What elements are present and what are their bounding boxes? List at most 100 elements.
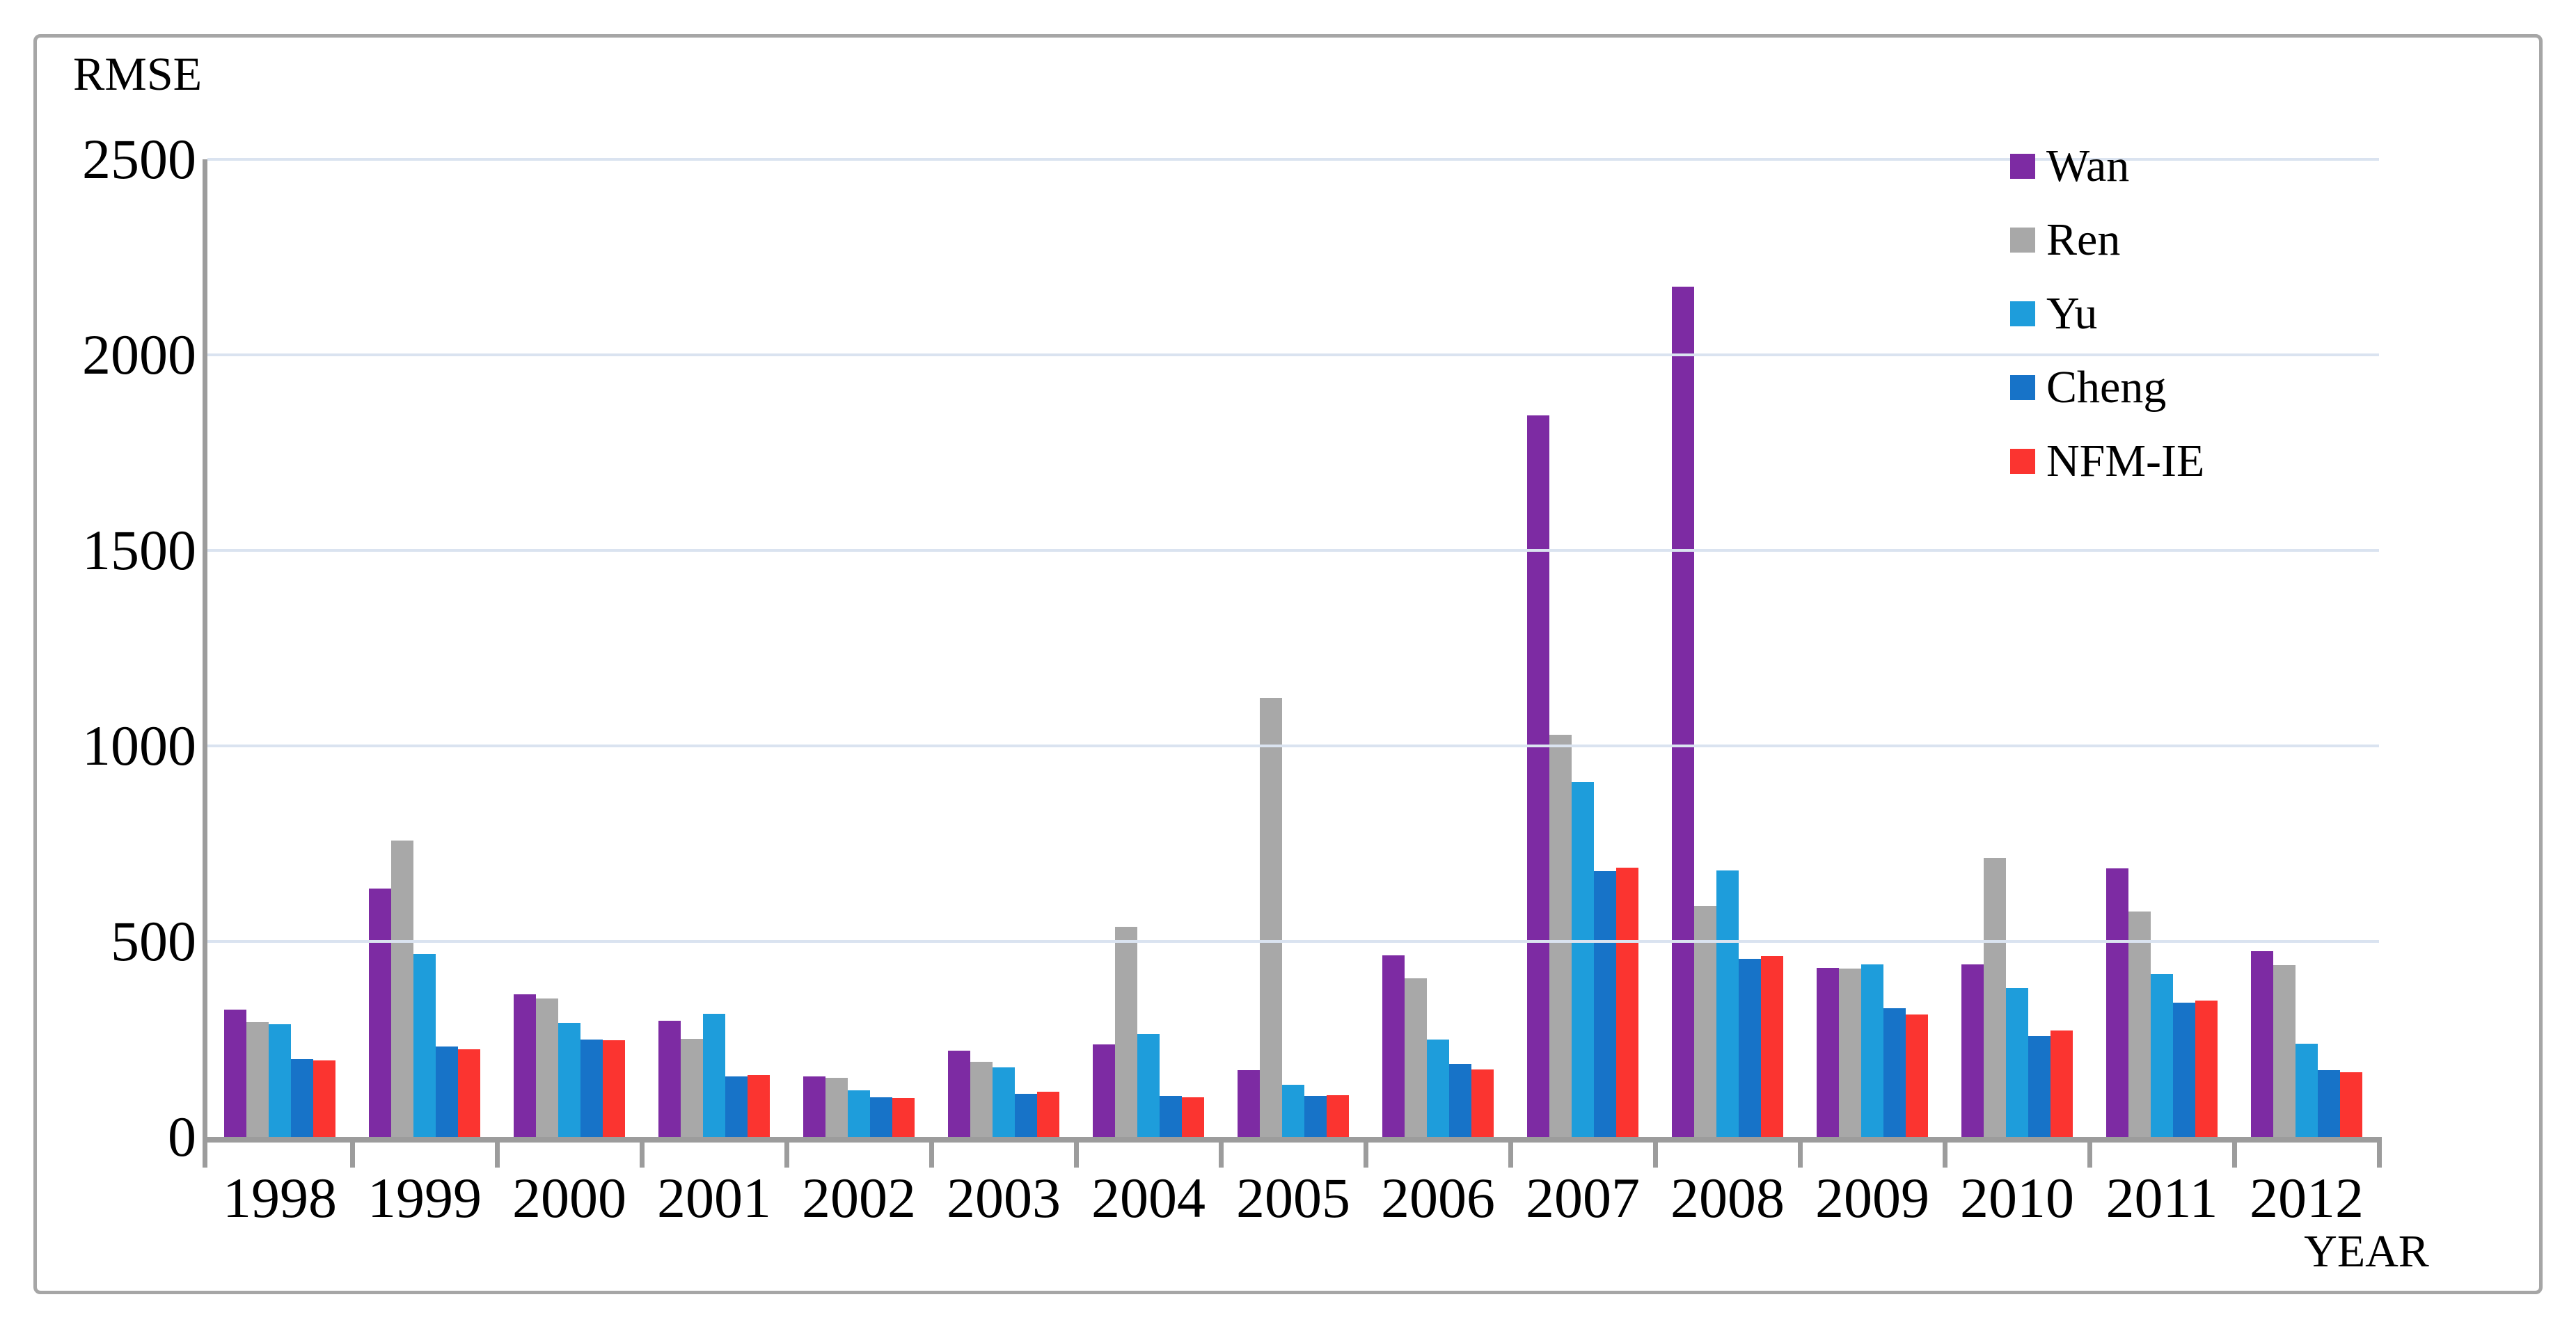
bar-Ren-2003 — [970, 1062, 993, 1137]
bar-Cheng-2010 — [2028, 1036, 2050, 1137]
gridline-500 — [207, 940, 2379, 943]
bar-NFM-IE-1999 — [458, 1049, 480, 1137]
bar-Ren-2007 — [1549, 735, 1572, 1137]
gridline-1000 — [207, 745, 2379, 747]
bar-Wan-2002 — [803, 1076, 825, 1137]
bar-Cheng-2002 — [870, 1097, 892, 1137]
x-axis-tick — [1652, 1137, 1658, 1168]
bar-Cheng-2011 — [2173, 1003, 2195, 1137]
bar-Ren-2011 — [2128, 911, 2151, 1137]
x-tick-label-2012: 2012 — [2250, 1166, 2364, 1229]
bar-NFM-IE-2007 — [1616, 867, 1638, 1137]
bar-Yu-2002 — [848, 1090, 870, 1137]
x-tick-labels: 1998 1999 2000 2001 2002 2003 2004 2005 2006 2007… — [207, 1163, 2379, 1247]
x-axis-tick — [1073, 1137, 1079, 1168]
legend-swatch-Ren — [2010, 228, 2035, 253]
bar-Wan-2005 — [1238, 1070, 1260, 1137]
bar-Cheng-2004 — [1160, 1096, 1182, 1137]
bar-Yu-2010 — [2006, 988, 2028, 1137]
bar-Ren-2001 — [681, 1038, 703, 1137]
legend-item-Ren: Ren — [2010, 216, 2204, 264]
bar-NFM-IE-2011 — [2195, 1001, 2218, 1137]
x-axis-tick — [784, 1137, 789, 1168]
bar-NFM-IE-2008 — [1761, 956, 1783, 1137]
bar-Cheng-2001 — [725, 1076, 748, 1137]
bar-NFM-IE-2003 — [1037, 1091, 1059, 1137]
bar-Cheng-2009 — [1883, 1008, 1906, 1137]
y-axis-line — [203, 159, 207, 1166]
x-tick-label-2007: 2007 — [1526, 1166, 1640, 1229]
x-axis-tick — [349, 1137, 355, 1168]
bar-Yu-2009 — [1861, 964, 1883, 1137]
bar-Cheng-1999 — [436, 1046, 458, 1137]
bar-Cheng-2006 — [1449, 1064, 1471, 1137]
y-tick-labels: 0 500 1000 1500 2000 2500 — [28, 128, 196, 1168]
x-axis-line — [203, 1137, 2382, 1143]
legend-item-Cheng: Cheng — [2010, 364, 2204, 411]
x-axis-tick — [639, 1137, 645, 1168]
bar-Cheng-2000 — [580, 1039, 603, 1137]
y-tick-label-1500: 1500 — [82, 518, 196, 582]
plot-area — [203, 158, 2382, 1168]
legend-label-Yu: Yu — [2046, 288, 2098, 339]
bar-Wan-2012 — [2251, 950, 2273, 1137]
bar-Yu-2007 — [1572, 781, 1594, 1137]
bar-Wan-2008 — [1672, 286, 1694, 1137]
x-tick-label-2008: 2008 — [1670, 1166, 1785, 1229]
legend-item-NFM-IE: NFM-IE — [2010, 438, 2204, 485]
gridline-2500 — [207, 158, 2379, 161]
bar-Wan-2006 — [1382, 955, 1405, 1137]
bar-Cheng-2012 — [2318, 1069, 2340, 1137]
legend: Wan Ren Yu Cheng NFM-IE — [2010, 143, 2204, 485]
bar-Cheng-2003 — [1015, 1094, 1037, 1137]
bar-Ren-2004 — [1115, 926, 1137, 1137]
year-group-2002 — [787, 159, 931, 1137]
bar-Ren-2009 — [1839, 969, 1861, 1137]
bar-Wan-2007 — [1527, 415, 1549, 1137]
legend-item-Wan: Wan — [2010, 143, 2204, 190]
x-tick-label-2009: 2009 — [1815, 1166, 1929, 1229]
x-axis-tick — [494, 1137, 500, 1168]
bar-Ren-2012 — [2273, 964, 2296, 1137]
year-group-2012 — [2234, 159, 2379, 1137]
y-tick-label-500: 500 — [111, 909, 196, 973]
bar-Yu-2001 — [703, 1013, 725, 1137]
bar-NFM-IE-2005 — [1327, 1095, 1349, 1137]
bar-Wan-2003 — [948, 1051, 970, 1137]
bar-Ren-2005 — [1260, 697, 1282, 1137]
bar-Wan-2009 — [1817, 967, 1839, 1137]
bar-Wan-2011 — [2106, 868, 2128, 1137]
x-axis-tick — [1797, 1137, 1803, 1168]
x-axis-tick — [2231, 1137, 2237, 1168]
x-tick-label-1999: 1999 — [368, 1166, 482, 1229]
x-tick-label-2004: 2004 — [1091, 1166, 1206, 1229]
gridline-1500 — [207, 549, 2379, 552]
x-axis-title: YEAR — [2304, 1226, 2429, 1277]
bar-Ren-2010 — [1984, 857, 2006, 1137]
x-axis-tick — [929, 1137, 934, 1168]
bar-NFM-IE-1998 — [313, 1060, 335, 1137]
x-tick-label-2006: 2006 — [1381, 1166, 1495, 1229]
y-tick-label-2000: 2000 — [82, 323, 196, 386]
year-group-2011 — [2089, 159, 2234, 1137]
x-axis-tick — [2087, 1137, 2092, 1168]
bar-Yu-2008 — [1716, 870, 1739, 1137]
x-axis-tick — [1508, 1137, 1513, 1168]
legend-swatch-NFM-IE — [2010, 449, 2035, 474]
legend-item-Yu: Yu — [2010, 290, 2204, 337]
legend-label-Cheng: Cheng — [2046, 362, 2167, 413]
bar-NFM-IE-2001 — [748, 1074, 770, 1137]
year-group-2004 — [1076, 159, 1221, 1137]
year-group-2001 — [642, 159, 787, 1137]
bar-Yu-2004 — [1137, 1034, 1160, 1137]
year-group-2003 — [931, 159, 1076, 1137]
bar-NFM-IE-2009 — [1906, 1014, 1928, 1137]
x-tick-label-2002: 2002 — [802, 1166, 916, 1229]
bar-NFM-IE-2004 — [1182, 1097, 1204, 1137]
bar-Yu-2003 — [993, 1067, 1015, 1137]
bar-Yu-2005 — [1282, 1085, 1304, 1137]
legend-label-NFM-IE: NFM-IE — [2046, 436, 2205, 486]
x-axis-tick — [203, 1137, 207, 1168]
legend-label-Wan: Wan — [2046, 141, 2130, 191]
